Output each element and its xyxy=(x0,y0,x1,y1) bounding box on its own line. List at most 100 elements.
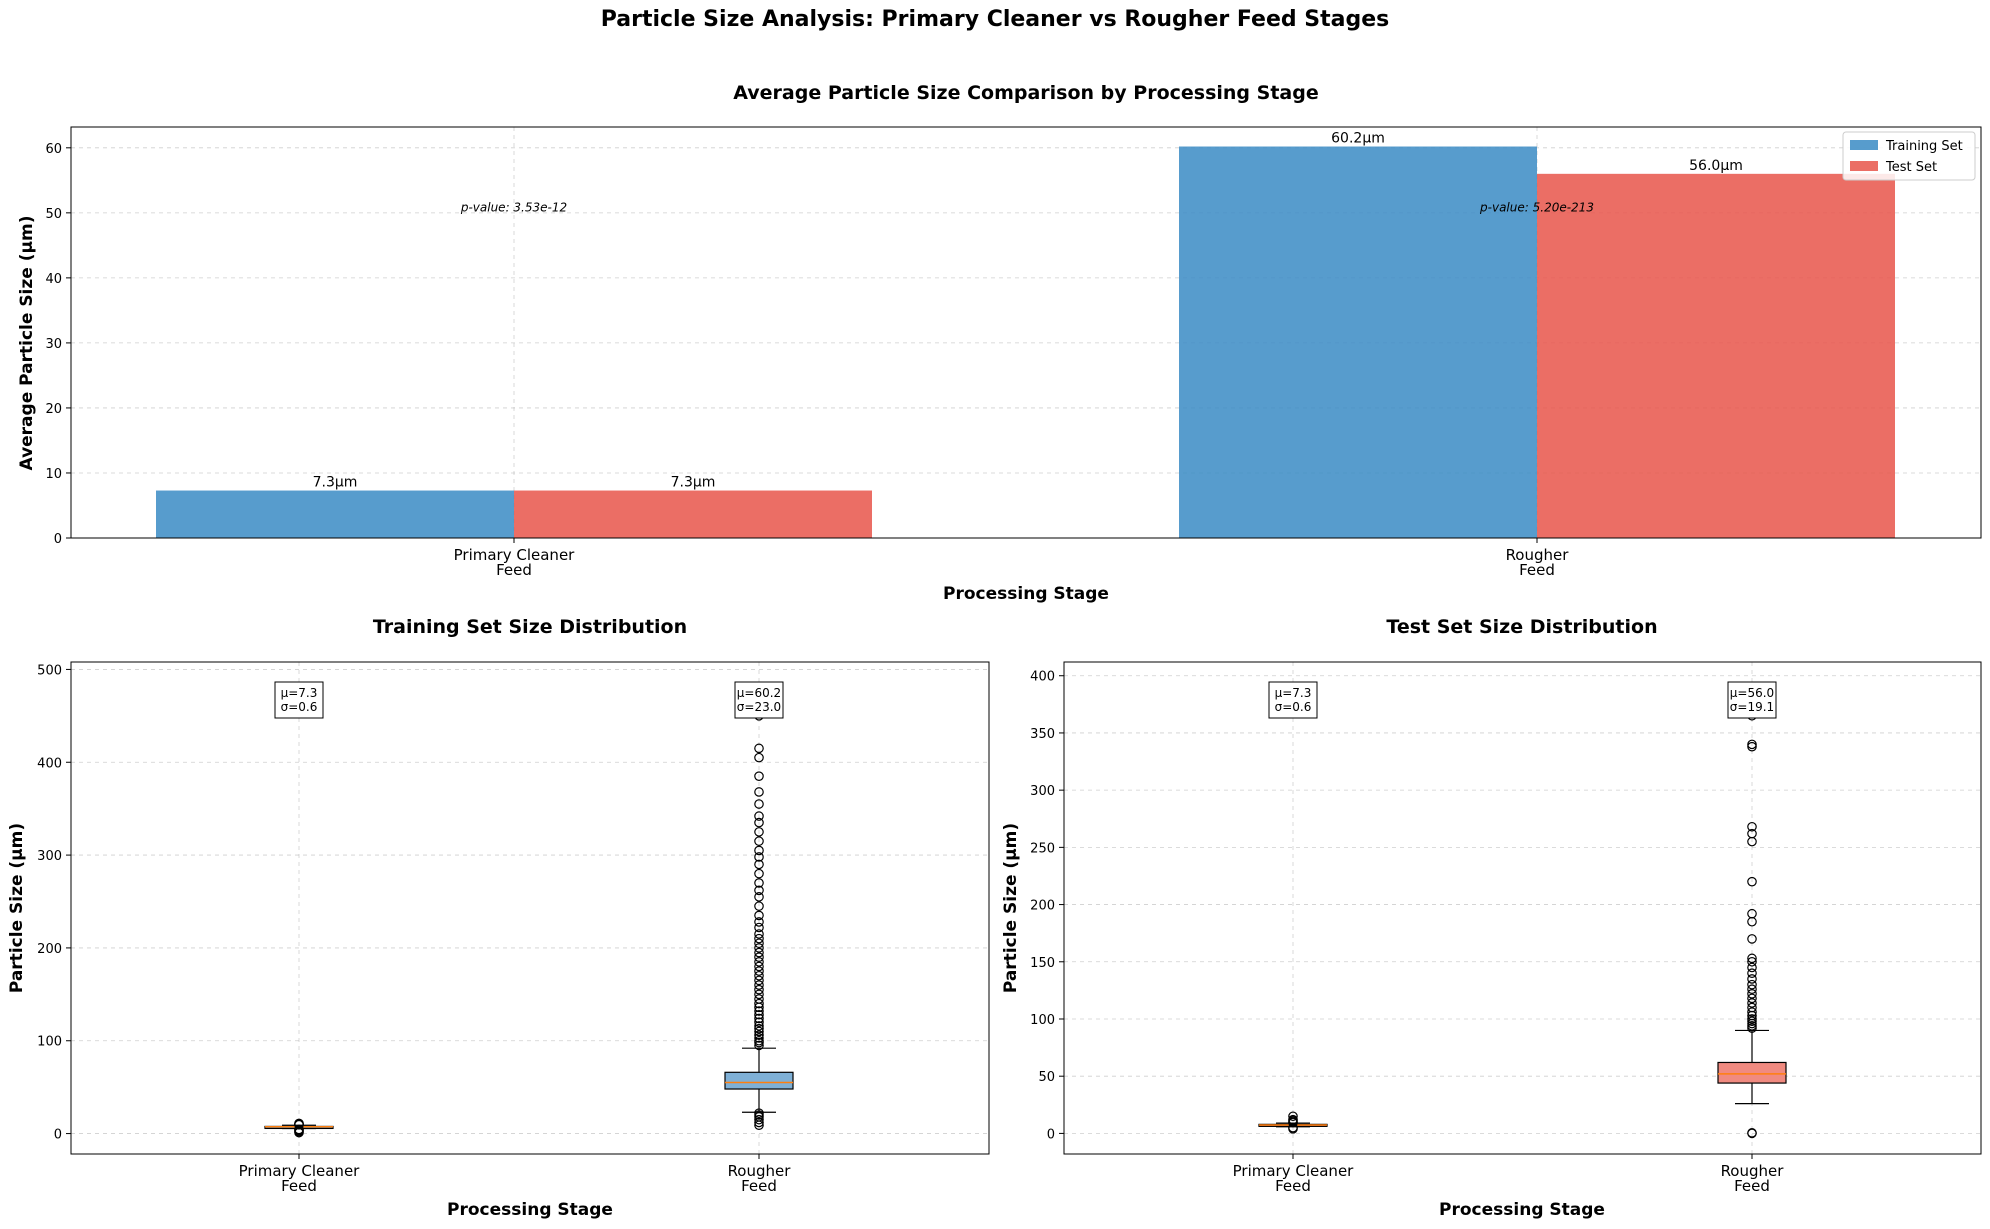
train-box-outlier xyxy=(754,836,764,846)
train-box-outlier xyxy=(754,752,764,763)
train-box-outlier xyxy=(754,952,764,962)
train-box-outlier xyxy=(754,998,764,1009)
test-box-ytick-label: 100 xyxy=(1030,1013,1055,1028)
train-box-outlier xyxy=(754,892,764,902)
test-box-frame xyxy=(1063,661,1982,1155)
test-box-box xyxy=(1717,1061,1787,1084)
test-box-outlier xyxy=(1747,739,1757,750)
train-box-outlier xyxy=(754,966,764,976)
train-box-outlier xyxy=(754,938,764,949)
test-box-outlier xyxy=(1747,962,1757,973)
test-box-outlier xyxy=(1747,828,1757,839)
train-box-ytick-label: 200 xyxy=(37,942,62,957)
test-box-outlier xyxy=(1747,984,1757,995)
test-box-xtick-label: Rougher Feed xyxy=(1721,1162,1785,1195)
train-box-outlier xyxy=(754,1114,764,1125)
test-box-panel: Test Set Size Distribution Processing St… xyxy=(1001,616,1982,1220)
train-box-outlier xyxy=(754,994,764,1004)
train-box-xtick-label: Primary Cleaner Feed xyxy=(239,1162,361,1195)
train-box-grid xyxy=(71,662,989,1154)
bar-chart-ytick-label: 20 xyxy=(45,402,62,417)
test-box-stats-label: μ=7.3 σ=0.6 xyxy=(1275,686,1312,714)
train-box-outlier xyxy=(754,845,764,856)
train-box-ytick-label: 0 xyxy=(54,1128,62,1143)
test-box-outlier xyxy=(1747,953,1757,964)
test-box-outlier xyxy=(1747,993,1757,1004)
train-box-outlier xyxy=(754,1017,764,1027)
figure-suptitle: Particle Size Analysis: Primary Cleaner … xyxy=(601,7,1390,32)
bar-chart-ytick-label: 30 xyxy=(45,337,62,352)
train-box-outlier xyxy=(294,1118,304,1129)
test-box-outlier xyxy=(1747,989,1757,999)
test-box-outlier xyxy=(1747,876,1757,887)
train-box-outlier xyxy=(754,933,764,944)
train-box-outlier xyxy=(754,859,764,870)
train-box-outlier xyxy=(754,901,764,911)
train-box-box xyxy=(724,1071,794,1090)
test-box-outlier xyxy=(1747,908,1757,919)
test-box-ytick-label: 300 xyxy=(1030,784,1055,799)
train-box-outlier xyxy=(754,989,764,1000)
test-box-outlier xyxy=(1747,1128,1757,1138)
train-box-outlier xyxy=(754,929,764,939)
train-box-outlier xyxy=(754,980,764,990)
p-value-annotation: p-value: 5.20e-213 xyxy=(1479,201,1594,215)
train-box-outlier xyxy=(754,852,764,862)
train-box-outlier xyxy=(754,885,764,896)
bar-chart-ytick-label: 40 xyxy=(45,272,62,287)
test-box-stats-box xyxy=(1727,681,1777,719)
bar-training xyxy=(1179,146,1537,538)
train-box-outlier xyxy=(754,943,764,953)
train-box-outlier xyxy=(754,743,764,754)
bar-chart-xtick-label: Primary Cleaner Feed xyxy=(454,546,576,579)
p-value-annotation: p-value: 3.53e-12 xyxy=(460,201,567,215)
train-box-outlier xyxy=(754,910,764,921)
train-box-outlier xyxy=(754,1030,764,1040)
test-box-outlier xyxy=(1747,1014,1757,1024)
bar-chart-xlabel: Processing Stage xyxy=(943,584,1109,604)
test-box-outlier xyxy=(1747,974,1757,984)
test-box-ytick-label: 400 xyxy=(1030,670,1055,685)
train-box-outlier xyxy=(294,1124,304,1135)
train-box-outlier xyxy=(754,947,764,958)
train-box-outlier xyxy=(754,787,764,797)
test-box-outlier xyxy=(1747,934,1757,944)
bar-chart-ytick-label: 60 xyxy=(45,142,62,157)
train-box-outlier xyxy=(754,957,764,967)
test-box-axes: 0 50 100 150 200 250 300 350 400 Primary Cleaner F… xyxy=(1030,661,1982,1195)
bar-chart-ytick-label: 10 xyxy=(45,467,62,482)
train-box-outlier xyxy=(754,817,764,828)
train-box-marks: μ=7.3 σ=0.6 μ=60.2 σ=23.0 xyxy=(264,681,794,1138)
train-box-frame xyxy=(70,661,990,1155)
test-box-outlier xyxy=(1747,821,1757,832)
bar-training xyxy=(156,490,514,538)
train-box-title: Training Set Size Distribution xyxy=(373,616,687,638)
bar-test xyxy=(1537,173,1895,538)
train-box-outlier xyxy=(754,827,764,837)
bar-test xyxy=(514,490,872,538)
bar-chart-ylabel: Average Particle Size (μm) xyxy=(17,216,37,471)
train-box-stats-label: μ=60.2 σ=23.0 xyxy=(737,686,781,714)
train-box-outlier xyxy=(754,1021,764,1031)
test-box-ytick-label: 0 xyxy=(1047,1127,1055,1142)
bar-chart-marks: 7.3μm 60.2μm 7.3μm 56.0μm p-value: 3.53e-12 p… xyxy=(156,131,1895,538)
train-box-ytick-label: 300 xyxy=(37,849,62,864)
train-box-outlier xyxy=(754,1033,764,1043)
bar-chart-frame xyxy=(70,126,1982,539)
test-box-outlier xyxy=(1747,1007,1757,1017)
test-box-title: Test Set Size Distribution xyxy=(1386,616,1657,638)
train-box-outlier xyxy=(754,975,764,986)
bar-chart-title: Average Particle Size Comparison by Proc… xyxy=(733,82,1318,104)
legend-label-training: Training Set xyxy=(1885,139,1963,154)
bar-chart-panel: Average Particle Size Comparison by Proc… xyxy=(17,82,1982,604)
train-box-outlier xyxy=(754,1117,764,1128)
test-box-ytick-label: 200 xyxy=(1030,899,1055,914)
train-box-ylabel: Particle Size (μm) xyxy=(7,823,27,993)
train-box-stats-box xyxy=(734,681,784,719)
train-box-outlier xyxy=(754,984,764,995)
legend-swatch-test xyxy=(1850,161,1878,171)
bar-chart-ytick-label: 0 xyxy=(54,532,62,547)
train-box-outlier xyxy=(754,1013,764,1024)
bar-value-label: 7.3μm xyxy=(671,475,716,491)
